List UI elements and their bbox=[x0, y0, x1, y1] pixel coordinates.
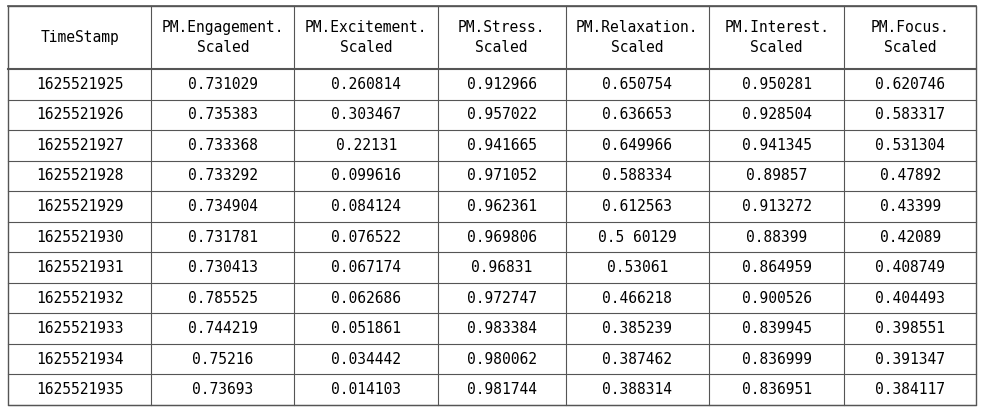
Text: 0.928504: 0.928504 bbox=[742, 107, 812, 123]
Text: 0.260814: 0.260814 bbox=[332, 77, 401, 92]
Text: 1625521930: 1625521930 bbox=[35, 230, 123, 245]
Text: 0.980062: 0.980062 bbox=[466, 352, 536, 367]
Text: TimeStamp: TimeStamp bbox=[40, 30, 119, 45]
Text: 0.067174: 0.067174 bbox=[332, 260, 401, 275]
Text: 0.733368: 0.733368 bbox=[188, 138, 258, 153]
Text: 0.734904: 0.734904 bbox=[188, 199, 258, 214]
Text: PM.Engagement.
Scaled: PM.Engagement. Scaled bbox=[161, 20, 284, 55]
Text: 0.43399: 0.43399 bbox=[880, 199, 941, 214]
Text: 0.744219: 0.744219 bbox=[188, 321, 258, 336]
Text: 0.96831: 0.96831 bbox=[471, 260, 532, 275]
Text: 0.731781: 0.731781 bbox=[188, 230, 258, 245]
Text: 0.636653: 0.636653 bbox=[602, 107, 672, 123]
Text: 0.466218: 0.466218 bbox=[602, 291, 672, 306]
Text: 1625521925: 1625521925 bbox=[35, 77, 123, 92]
Text: 0.531304: 0.531304 bbox=[876, 138, 946, 153]
Text: 0.650754: 0.650754 bbox=[602, 77, 672, 92]
Text: 0.733292: 0.733292 bbox=[188, 168, 258, 184]
Text: 0.303467: 0.303467 bbox=[332, 107, 401, 123]
Text: PM.Excitement.
Scaled: PM.Excitement. Scaled bbox=[305, 20, 427, 55]
Text: PM.Focus.
Scaled: PM.Focus. Scaled bbox=[871, 20, 950, 55]
Text: 0.099616: 0.099616 bbox=[332, 168, 401, 184]
Text: 0.620746: 0.620746 bbox=[876, 77, 946, 92]
Text: 0.864959: 0.864959 bbox=[742, 260, 812, 275]
Text: 0.42089: 0.42089 bbox=[880, 230, 941, 245]
Text: 0.649966: 0.649966 bbox=[602, 138, 672, 153]
Text: 0.941345: 0.941345 bbox=[742, 138, 812, 153]
Text: 0.22131: 0.22131 bbox=[336, 138, 397, 153]
Text: 0.981744: 0.981744 bbox=[466, 382, 536, 397]
Text: 0.73693: 0.73693 bbox=[192, 382, 254, 397]
Text: 0.062686: 0.062686 bbox=[332, 291, 401, 306]
Text: 0.388314: 0.388314 bbox=[602, 382, 672, 397]
Text: 0.387462: 0.387462 bbox=[602, 352, 672, 367]
Text: 0.588334: 0.588334 bbox=[602, 168, 672, 184]
Text: 0.391347: 0.391347 bbox=[876, 352, 946, 367]
Text: 1625521935: 1625521935 bbox=[35, 382, 123, 397]
Text: 0.384117: 0.384117 bbox=[876, 382, 946, 397]
Text: 0.941665: 0.941665 bbox=[466, 138, 536, 153]
Text: 0.950281: 0.950281 bbox=[742, 77, 812, 92]
Text: 0.88399: 0.88399 bbox=[746, 230, 807, 245]
Text: 0.076522: 0.076522 bbox=[332, 230, 401, 245]
Text: 0.735383: 0.735383 bbox=[188, 107, 258, 123]
Text: 0.034442: 0.034442 bbox=[332, 352, 401, 367]
Text: 1625521932: 1625521932 bbox=[35, 291, 123, 306]
Text: PM.Relaxation.
Scaled: PM.Relaxation. Scaled bbox=[576, 20, 699, 55]
Text: 0.89857: 0.89857 bbox=[746, 168, 807, 184]
Text: 0.404493: 0.404493 bbox=[876, 291, 946, 306]
Text: 1625521934: 1625521934 bbox=[35, 352, 123, 367]
Text: 0.612563: 0.612563 bbox=[602, 199, 672, 214]
Text: 0.969806: 0.969806 bbox=[466, 230, 536, 245]
Text: 0.583317: 0.583317 bbox=[876, 107, 946, 123]
Text: 1625521927: 1625521927 bbox=[35, 138, 123, 153]
Text: 0.014103: 0.014103 bbox=[332, 382, 401, 397]
Text: 0.051861: 0.051861 bbox=[332, 321, 401, 336]
Text: 0.408749: 0.408749 bbox=[876, 260, 946, 275]
Text: 0.983384: 0.983384 bbox=[466, 321, 536, 336]
Text: 0.785525: 0.785525 bbox=[188, 291, 258, 306]
Text: 0.912966: 0.912966 bbox=[466, 77, 536, 92]
Text: 0.836951: 0.836951 bbox=[742, 382, 812, 397]
Text: 0.957022: 0.957022 bbox=[466, 107, 536, 123]
Text: 0.972747: 0.972747 bbox=[466, 291, 536, 306]
Text: 0.731029: 0.731029 bbox=[188, 77, 258, 92]
Text: PM.Stress.
Scaled: PM.Stress. Scaled bbox=[458, 20, 545, 55]
Text: 1625521931: 1625521931 bbox=[35, 260, 123, 275]
Text: 1625521929: 1625521929 bbox=[35, 199, 123, 214]
Text: 0.962361: 0.962361 bbox=[466, 199, 536, 214]
Text: 0.900526: 0.900526 bbox=[742, 291, 812, 306]
Text: 1625521928: 1625521928 bbox=[35, 168, 123, 184]
Text: 0.913272: 0.913272 bbox=[742, 199, 812, 214]
Text: 0.75216: 0.75216 bbox=[192, 352, 254, 367]
Text: 0.836999: 0.836999 bbox=[742, 352, 812, 367]
Text: 0.5 60129: 0.5 60129 bbox=[598, 230, 677, 245]
Text: 1625521933: 1625521933 bbox=[35, 321, 123, 336]
Text: PM.Interest.
Scaled: PM.Interest. Scaled bbox=[724, 20, 830, 55]
Text: 0.385239: 0.385239 bbox=[602, 321, 672, 336]
Text: 0.084124: 0.084124 bbox=[332, 199, 401, 214]
Text: 0.47892: 0.47892 bbox=[880, 168, 941, 184]
Text: 1625521926: 1625521926 bbox=[35, 107, 123, 123]
Text: 0.730413: 0.730413 bbox=[188, 260, 258, 275]
Text: 0.53061: 0.53061 bbox=[606, 260, 668, 275]
Text: 0.839945: 0.839945 bbox=[742, 321, 812, 336]
Text: 0.971052: 0.971052 bbox=[466, 168, 536, 184]
Text: 0.398551: 0.398551 bbox=[876, 321, 946, 336]
